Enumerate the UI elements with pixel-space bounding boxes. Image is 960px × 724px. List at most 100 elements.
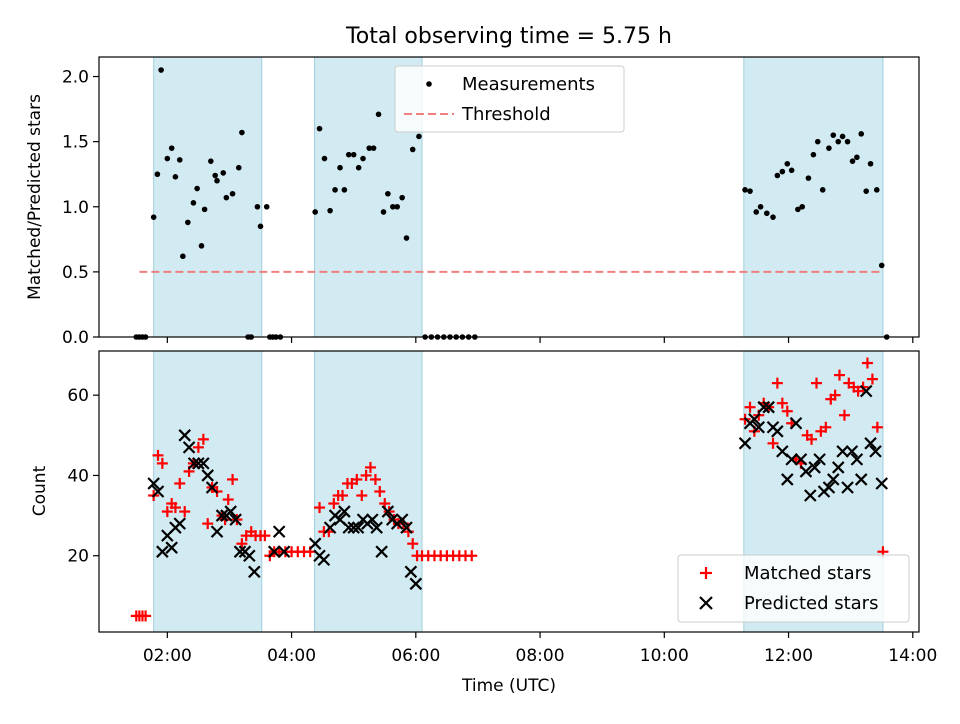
predicted-star-point xyxy=(813,453,826,466)
measurement-point xyxy=(849,158,856,164)
matched-star-point xyxy=(169,502,181,514)
predicted-star-point xyxy=(243,549,256,563)
predicted-star-point xyxy=(771,425,784,438)
measurement-point xyxy=(239,129,245,136)
measurement-point xyxy=(878,262,885,269)
measurement-point xyxy=(394,203,400,210)
measurement-point xyxy=(375,111,382,118)
top-shaded-interval-2 xyxy=(743,56,884,338)
matched-star-point xyxy=(781,405,793,417)
measurement-point xyxy=(180,253,186,260)
measurement-point xyxy=(150,214,157,220)
matched-star-point xyxy=(337,490,349,502)
predicted-star-point xyxy=(192,457,205,470)
bottom-x-tick-label: 04:00 xyxy=(267,646,316,666)
bottom-x-tick-label: 10:00 xyxy=(640,646,689,666)
measurement-point xyxy=(757,203,764,210)
predicted-star-point xyxy=(400,521,413,534)
measurement-point xyxy=(779,168,786,175)
measurement-point xyxy=(158,67,164,73)
bottom-axes-frame xyxy=(98,350,920,633)
bottom-x-tick-label: 14:00 xyxy=(888,646,937,666)
predicted-star-point xyxy=(224,505,237,518)
measurement-point xyxy=(214,177,220,184)
top-legend: Measurements Threshold xyxy=(394,65,625,133)
predicted-star-point xyxy=(229,513,242,526)
predicted-star-point xyxy=(762,400,775,414)
predicted-star-point xyxy=(781,473,794,486)
predicted-star-point xyxy=(173,517,187,530)
predicted-star-point xyxy=(338,505,351,518)
measurement-point xyxy=(332,187,338,193)
matched-star-point xyxy=(806,433,818,445)
predicted-stars-layer xyxy=(147,384,889,591)
x-axis-label: Time (UTC) xyxy=(461,676,556,696)
matched-star-point xyxy=(202,518,214,530)
predicted-star-point xyxy=(308,537,322,550)
measurement-point xyxy=(795,206,801,213)
measurement-point xyxy=(747,188,753,194)
legend-predicted-label: Predicted stars xyxy=(744,593,878,614)
matched-star-point xyxy=(838,409,850,421)
top-shading-layer xyxy=(153,56,884,338)
measurement-point xyxy=(873,187,880,193)
bottom-x-tick-label: 06:00 xyxy=(391,646,440,666)
top-legend-frame xyxy=(394,65,625,133)
predicted-star-point xyxy=(267,545,281,558)
measurement-point xyxy=(854,154,860,161)
measurement-point xyxy=(826,145,832,151)
matched-star-point xyxy=(861,357,873,369)
bottom-shaded-interval-1 xyxy=(314,350,423,633)
measurement-point xyxy=(229,190,236,197)
measurement-point xyxy=(201,206,208,213)
bottom-y-tick-label: 60 xyxy=(67,386,89,406)
measurement-point xyxy=(814,138,821,145)
predicted-star-point xyxy=(178,429,192,442)
predicted-star-point xyxy=(854,473,868,486)
measurement-point xyxy=(380,209,387,215)
measurement-point xyxy=(390,203,396,210)
bottom-y-axis-label: Count xyxy=(30,465,50,516)
bottom-legend: Matched stars Predicted stars xyxy=(677,554,910,623)
predicted-star-point xyxy=(831,461,845,474)
bottom-x-tick-label: 12:00 xyxy=(764,646,813,666)
predicted-star-point xyxy=(799,465,813,478)
bottom-x-tick-label: 08:00 xyxy=(516,646,565,666)
matched-star-point xyxy=(466,550,478,562)
matched-star-point xyxy=(152,449,164,461)
predicted-star-point xyxy=(850,453,864,466)
measurement-point xyxy=(172,174,179,180)
predicted-star-point xyxy=(156,545,169,558)
predicted-star-point xyxy=(752,420,766,434)
measurement-point xyxy=(799,203,806,210)
matched-star-point xyxy=(767,437,779,449)
measurement-point xyxy=(190,200,197,206)
matched-star-point xyxy=(871,421,883,433)
measurement-point xyxy=(176,157,183,163)
matched-star-point xyxy=(374,486,386,497)
measurement-point xyxy=(416,133,422,140)
top-y-tick-label: 0.0 xyxy=(62,328,89,348)
matched-star-point xyxy=(192,441,204,453)
predicted-star-point xyxy=(165,541,178,554)
measurement-point xyxy=(316,125,323,132)
top-y-tick-label: 1.5 xyxy=(62,133,89,153)
matched-star-point xyxy=(227,473,239,485)
predicted-star-point xyxy=(201,469,214,482)
legend-measurements-label: Measurements xyxy=(462,74,595,95)
predicted-star-point xyxy=(841,481,854,494)
predicted-star-point xyxy=(381,505,395,518)
measurement-point xyxy=(360,155,366,162)
predicted-star-point xyxy=(248,565,261,579)
measurement-point xyxy=(355,164,362,171)
measurement-point xyxy=(835,138,842,145)
legend-predicted-marker xyxy=(699,596,713,610)
measurement-point xyxy=(223,194,230,201)
measurement-point xyxy=(839,133,846,140)
measurement-point xyxy=(867,160,874,167)
matched-star-point xyxy=(744,401,756,413)
predicted-star-point xyxy=(826,473,840,486)
predicted-star-point xyxy=(197,457,210,470)
measurement-point xyxy=(366,145,373,151)
matched-star-point xyxy=(222,494,234,506)
